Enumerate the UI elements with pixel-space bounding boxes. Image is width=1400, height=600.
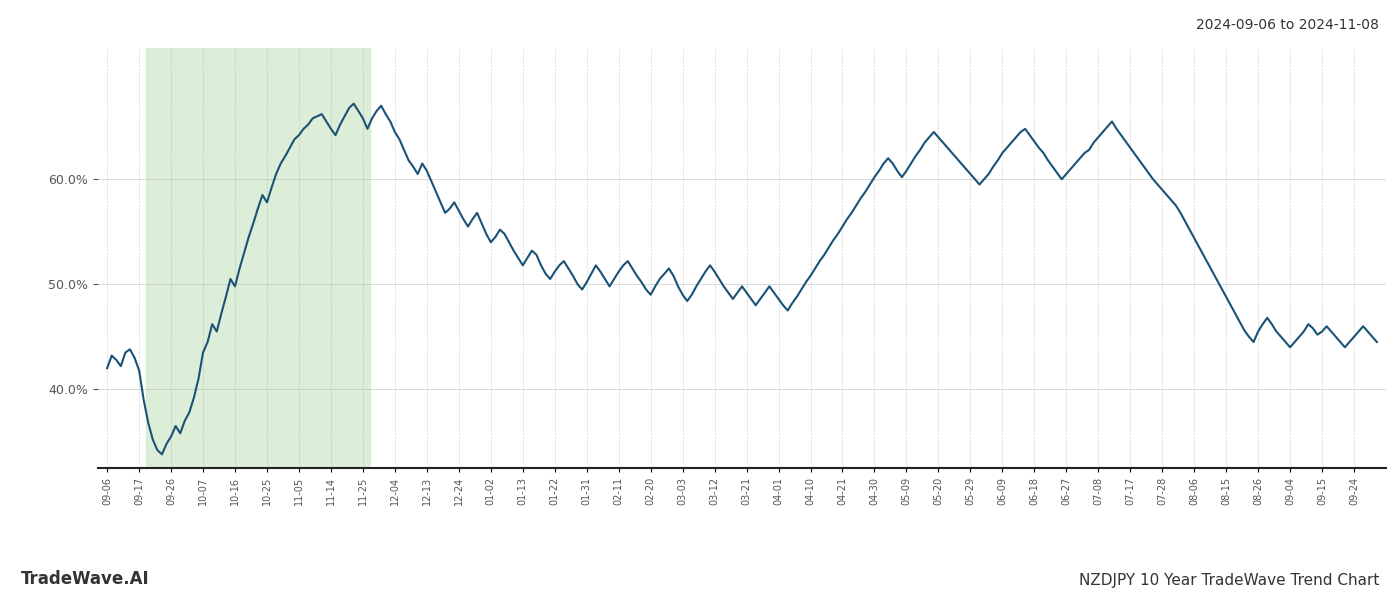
Text: TradeWave.AI: TradeWave.AI	[21, 570, 150, 588]
Bar	[146, 48, 370, 468]
Text: NZDJPY 10 Year TradeWave Trend Chart: NZDJPY 10 Year TradeWave Trend Chart	[1078, 573, 1379, 588]
Text: 2024-09-06 to 2024-11-08: 2024-09-06 to 2024-11-08	[1196, 18, 1379, 32]
